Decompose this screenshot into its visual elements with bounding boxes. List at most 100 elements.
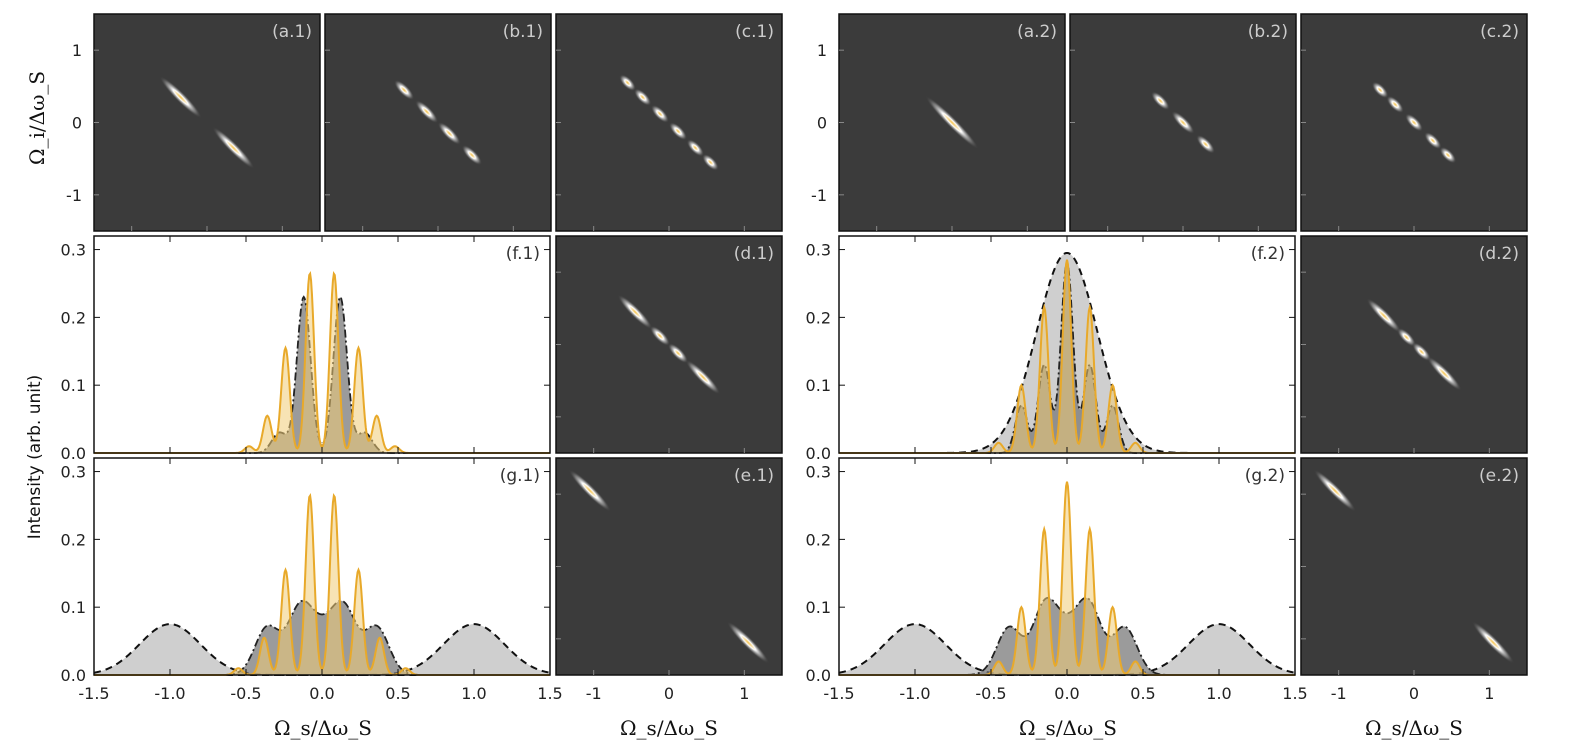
heatmap-blob — [1151, 91, 1170, 111]
heatmap-frame-a1 — [93, 13, 321, 232]
heatmap-b1: (b.1) — [324, 13, 552, 232]
heatmap-blob — [633, 88, 652, 106]
heatmap-blob — [1371, 81, 1389, 99]
x-tick-label: -0.5 — [230, 684, 261, 703]
heatmap-blob — [1472, 621, 1515, 664]
heatmap-d1: (d.1) — [555, 235, 783, 454]
heatmap-d2: (d.2) — [1300, 235, 1528, 454]
panel-label-d2: (d.2) — [1479, 244, 1519, 264]
y-tick-label: 0 — [72, 114, 82, 133]
y-axis-title-intensity: Intensity (arb. unit) — [25, 375, 45, 540]
panel-label-a2: (a.2) — [1017, 22, 1057, 42]
panel-label-e1: (e.1) — [734, 466, 774, 486]
y-tick-label: 0.3 — [61, 241, 86, 260]
x-axis-title-e2: Ω_s/Δω_S — [1365, 716, 1463, 740]
y-tick-label: 1 — [817, 41, 827, 60]
area-dark-gray — [94, 600, 550, 675]
heatmap-blob — [1171, 111, 1195, 134]
heatmap-blob — [1412, 342, 1431, 362]
area-light-side-left — [94, 624, 550, 675]
heatmap-blob — [925, 95, 979, 150]
y-tick-label: 0.1 — [806, 598, 831, 617]
y-tick-label: 0.0 — [806, 666, 831, 685]
panel-label-e2: (e.2) — [1479, 466, 1519, 486]
x-tick-label: 1.0 — [1206, 684, 1231, 703]
heatmap-blob — [727, 621, 770, 664]
heatmap-blob — [1366, 298, 1402, 333]
heatmap-blob — [1426, 356, 1462, 391]
panel-label-d1: (d.1) — [734, 244, 774, 264]
x-tick-label: 0.0 — [1054, 684, 1079, 703]
heatmap-frame-b1 — [324, 13, 552, 232]
y-tick-label: 0.2 — [61, 308, 86, 327]
x-tick-label: 1 — [1484, 684, 1494, 703]
linechart-g1: 0.0 0.1 0.2 0.3 -1.5 -1.0 -0.5 0.0 0.5 1.0 1.5 (g.1… — [61, 457, 563, 703]
y-tick-label: 0.1 — [61, 598, 86, 617]
heatmap-blob — [649, 325, 671, 346]
heatmap-blob — [686, 139, 705, 157]
panel-label-b1: (b.1) — [503, 22, 543, 42]
x-axis-title-e1: Ω_s/Δω_S — [620, 716, 718, 740]
panel-label-g2: (g.2) — [1245, 466, 1285, 486]
x-tick-label: -1 — [1331, 684, 1347, 703]
heatmap-blob — [1386, 95, 1404, 114]
x-tick-label: 0 — [1409, 684, 1419, 703]
x-axis-title-f2g2: Ω_s/Δω_S — [1019, 716, 1117, 740]
area-orange — [839, 481, 1295, 675]
x-tick-label: 1 — [739, 684, 749, 703]
x-tick-label: 1.5 — [537, 684, 562, 703]
x-tick-label: -0.5 — [975, 684, 1006, 703]
heatmap-blob — [437, 121, 461, 145]
area-light-side-right — [94, 624, 550, 675]
x-tick-label: -1 — [586, 684, 602, 703]
heatmap-blob — [394, 79, 415, 101]
heatmap-blob — [1196, 134, 1215, 154]
area-orange — [839, 259, 1295, 453]
heatmap-a1: (a.1) 1 0 -1 — [66, 13, 321, 232]
x-tick-label: -1.5 — [78, 684, 109, 703]
panel-label-f2: (f.2) — [1251, 244, 1285, 264]
x-axis-title-f1g1: Ω_s/Δω_S — [274, 716, 372, 740]
panel-label-a1: (a.1) — [272, 22, 312, 42]
x-tick-label: 0.5 — [1130, 684, 1155, 703]
heatmap-blob — [1313, 469, 1356, 512]
heatmap-e1: (e.1) -1 0 1 — [555, 457, 783, 703]
heatmap-blob — [1439, 146, 1457, 164]
heatmap-blob — [461, 144, 482, 166]
x-tick-label: 0 — [664, 684, 674, 703]
heatmap-blob — [212, 126, 255, 169]
panel-label-c1: (c.1) — [735, 22, 774, 42]
heatmap-blob — [1397, 327, 1416, 347]
y-tick-label: 0.3 — [806, 241, 831, 260]
heatmap-blob — [702, 153, 719, 171]
y-tick-label: -1 — [811, 186, 827, 205]
y-tick-label: 0.1 — [61, 376, 86, 395]
y-tick-label: 0 — [817, 114, 827, 133]
y-tick-label: 0.2 — [806, 530, 831, 549]
heatmap-frame-c1 — [555, 13, 783, 232]
y-tick-label: 0.3 — [61, 463, 86, 482]
y-tick-label: 0.0 — [806, 444, 831, 463]
plot-area-f1 — [94, 236, 550, 453]
panel-label-c2: (c.2) — [1480, 22, 1519, 42]
x-tick-label: -1.5 — [823, 684, 854, 703]
x-tick-label: -1.0 — [899, 684, 930, 703]
heatmap-blob — [685, 359, 721, 395]
panel-label-f1: (f.1) — [506, 244, 540, 264]
heatmap-c1: (c.1) — [555, 13, 783, 232]
heatmap-blob — [415, 100, 439, 124]
y-tick-label: 0.0 — [61, 666, 86, 685]
y-tick-label: -1 — [66, 186, 82, 205]
heatmap-blob — [568, 469, 611, 512]
heatmap-e2: (e.2) -1 0 1 — [1300, 457, 1528, 703]
heatmap-blob — [617, 294, 653, 330]
y-axis-title-omega-i: Ω_i/Δω_S — [25, 71, 49, 165]
linechart-f2: 0.0 0.1 0.2 0.3 (f.2) — [806, 235, 1296, 463]
heatmap-blob — [667, 343, 689, 364]
heatmap-blob — [669, 122, 688, 141]
linechart-f1: 0.0 0.1 0.2 0.3 (f.1) — [61, 235, 551, 463]
panel-label-g1: (g.1) — [500, 466, 540, 486]
x-tick-label: -1.0 — [154, 684, 185, 703]
heatmap-b2: (b.2) — [1069, 13, 1297, 232]
